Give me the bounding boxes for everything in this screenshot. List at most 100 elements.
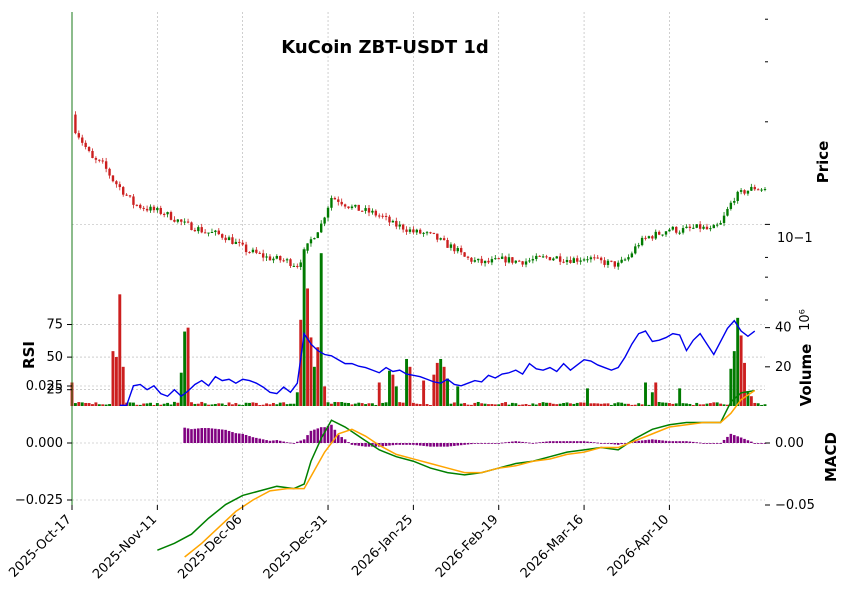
- candle-body: [702, 226, 705, 229]
- candle-body: [668, 229, 671, 232]
- volume-bar: [360, 403, 364, 406]
- macd-histogram-bar: [453, 443, 456, 446]
- volume-bar: [241, 404, 245, 406]
- candle-body: [289, 259, 292, 266]
- macd-histogram-bar: [234, 433, 238, 443]
- candle-body: [739, 190, 743, 192]
- macd-right-tick-label: −0.05: [775, 498, 815, 513]
- volume-bar: [278, 402, 282, 406]
- candle-body: [627, 257, 630, 260]
- macd-histogram-bar: [507, 441, 511, 443]
- candle-body: [299, 262, 302, 267]
- volume-bar: [80, 402, 84, 406]
- volume-bar: [507, 404, 511, 406]
- volume-bar: [271, 402, 275, 406]
- x-tick-label: 2025-Nov-11: [90, 512, 160, 582]
- macd-histogram-bar: [313, 429, 316, 443]
- volume-bar: [289, 403, 292, 406]
- volume-bar: [749, 396, 753, 406]
- candle-body: [610, 260, 613, 262]
- macd-histogram-bar: [545, 441, 548, 443]
- macd-histogram-bar: [405, 443, 408, 445]
- volume-bar: [73, 403, 77, 406]
- candle-body: [391, 220, 395, 223]
- macd-histogram-bar: [384, 443, 388, 446]
- macd-histogram-bar: [593, 442, 596, 444]
- volume-bar: [111, 351, 115, 406]
- macd-histogram-bar: [750, 441, 753, 443]
- candle-body: [197, 227, 200, 232]
- volume-bar: [237, 404, 241, 406]
- macd-left-tick-label: 0.025: [26, 379, 63, 394]
- macd-histogram-bar: [296, 441, 299, 443]
- candle-body: [712, 225, 715, 229]
- candle-body: [449, 244, 453, 248]
- macd-histogram-bar: [538, 442, 541, 444]
- volume-bar: [678, 388, 682, 406]
- volume-bar: [541, 402, 545, 406]
- candle-body: [207, 232, 210, 234]
- candle-body: [296, 265, 299, 267]
- candle-body: [681, 228, 685, 233]
- candle-body: [101, 160, 104, 162]
- macd-histogram-bar: [193, 428, 197, 443]
- candle-body: [494, 258, 497, 260]
- volume-bar: [220, 403, 224, 406]
- candle-body: [442, 238, 446, 241]
- macd-histogram-bar: [582, 441, 586, 443]
- macd-histogram-bar: [395, 443, 398, 445]
- volume-bar: [91, 404, 94, 406]
- candle-body: [507, 257, 511, 263]
- candle-body: [623, 259, 627, 261]
- x-tick-label: 2026-Apr-10: [605, 512, 672, 579]
- macd-histogram-bar: [565, 441, 569, 443]
- macd-histogram-bar: [760, 443, 763, 444]
- volume-bar: [405, 358, 409, 406]
- x-tick-label: 2026-Mar-16: [518, 512, 587, 581]
- candle-body: [562, 261, 565, 263]
- x-tick-label: 2026-Jan-25: [349, 512, 416, 579]
- macd-histogram-bar: [736, 436, 739, 443]
- candle-body: [115, 181, 118, 185]
- volume-bar: [753, 402, 757, 406]
- volume-bar: [469, 404, 473, 406]
- candle-body: [500, 256, 504, 259]
- candle-body: [125, 194, 128, 196]
- macd-histogram-bar: [726, 436, 729, 443]
- macd-panel: [157, 389, 767, 558]
- candle-body: [565, 259, 569, 263]
- candle-body: [630, 253, 634, 258]
- candle-body: [685, 226, 688, 229]
- volume-bar: [428, 404, 432, 406]
- macd-histogram-bar: [391, 443, 395, 446]
- volume-bar: [743, 362, 746, 406]
- macd-histogram-bar: [326, 425, 330, 443]
- macd-histogram-bar: [603, 443, 606, 444]
- volume-bar: [596, 403, 600, 406]
- candle-body: [330, 197, 333, 208]
- macd-histogram-bar: [579, 441, 582, 443]
- macd-left-tick-label: 0.000: [26, 436, 63, 451]
- macd-histogram-bar: [572, 441, 576, 443]
- macd-histogram-bar: [671, 441, 675, 443]
- volume-bar: [657, 401, 661, 406]
- candle-body: [74, 114, 77, 134]
- x-tick-label: 2025-Oct-17: [6, 512, 74, 580]
- volume-bar: [685, 403, 688, 406]
- macd-histogram-bar: [398, 443, 402, 445]
- volume-bar: [203, 403, 207, 406]
- candle-body: [582, 259, 586, 261]
- volume-tick-label: 20: [775, 360, 792, 375]
- candle-body: [234, 241, 238, 244]
- volume-bar: [463, 403, 467, 406]
- candle-body: [425, 232, 429, 234]
- volume-bar: [104, 404, 108, 406]
- macd-histogram-bar: [197, 428, 200, 443]
- price-panel: [74, 111, 767, 271]
- volume-bar: [306, 288, 310, 406]
- volume-bar: [323, 386, 327, 406]
- macd-histogram-bar: [265, 440, 268, 443]
- volume-bar: [394, 386, 398, 406]
- volume-bar: [497, 404, 501, 406]
